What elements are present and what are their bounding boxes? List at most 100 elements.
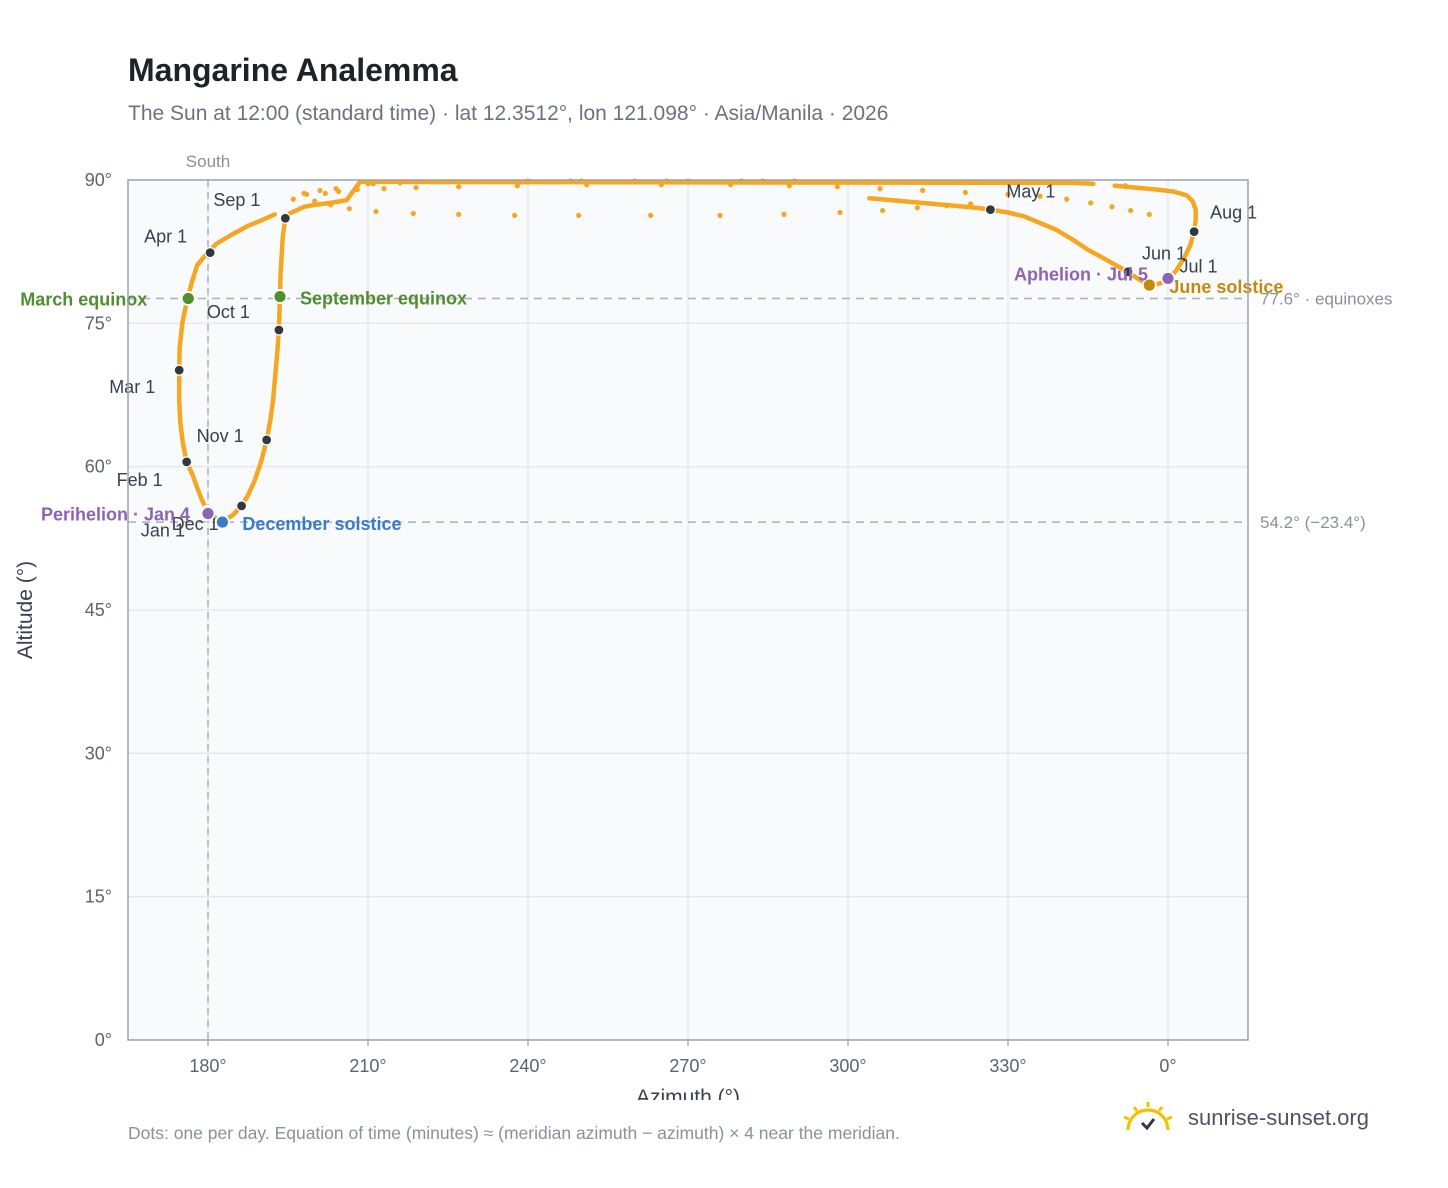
x-tick-label: 210° bbox=[349, 1056, 386, 1076]
footnote: Dots: one per day. Equation of time (min… bbox=[128, 1123, 900, 1143]
month-marker-label: Feb 1 bbox=[117, 470, 163, 490]
event-marker bbox=[1160, 271, 1176, 286]
month-marker-label: Apr 1 bbox=[144, 227, 187, 247]
x-tick-label: 300° bbox=[829, 1056, 866, 1076]
event-label: March equinox bbox=[20, 289, 147, 309]
day-dot bbox=[1109, 204, 1115, 210]
month-marker bbox=[1188, 226, 1200, 238]
day-dot bbox=[837, 209, 843, 216]
day-dot bbox=[365, 181, 371, 187]
y-tick-label: 0° bbox=[95, 1030, 112, 1050]
day-dot bbox=[920, 187, 926, 194]
y-axis-ticks: 0° 15° 30° 45° 60° 75° 90° bbox=[85, 170, 112, 1050]
event-marker bbox=[214, 514, 230, 530]
day-dot bbox=[914, 205, 920, 211]
event-marker bbox=[1141, 277, 1157, 293]
month-marker-label: Oct 1 bbox=[207, 302, 250, 322]
day-dot bbox=[578, 178, 584, 184]
x-axis-title: Azimuth (°) bbox=[636, 1086, 740, 1100]
month-marker bbox=[273, 324, 285, 336]
day-dot bbox=[568, 178, 574, 184]
y-tick-label: 90° bbox=[85, 170, 112, 190]
day-dot bbox=[354, 186, 360, 193]
day-dot bbox=[1037, 193, 1043, 199]
day-dot bbox=[525, 178, 531, 184]
month-marker bbox=[204, 247, 216, 259]
analemma-curve bbox=[176, 178, 1198, 525]
analemma-path bbox=[176, 212, 277, 513]
day-dot bbox=[290, 196, 296, 202]
x-axis-ticks: 180° 210° 240° 270° 300° 330° 0° bbox=[189, 1040, 1177, 1076]
month-marker-label: Jun 1 bbox=[1142, 244, 1186, 264]
day-dot bbox=[514, 183, 520, 189]
day-dot bbox=[760, 178, 766, 184]
day-dot bbox=[381, 186, 387, 192]
chart-subtitle: The Sun at 12:00 (standard time) · lat 1… bbox=[128, 102, 889, 125]
day-dot bbox=[1128, 207, 1134, 214]
x-tick-label: 240° bbox=[509, 1056, 546, 1076]
y-tick-label: 30° bbox=[85, 743, 112, 763]
day-dot bbox=[312, 198, 318, 204]
x-tick-label: 270° bbox=[669, 1056, 706, 1076]
month-marker bbox=[173, 364, 185, 376]
event-label: December solstice bbox=[242, 514, 401, 534]
y-tick-label: 75° bbox=[85, 313, 112, 333]
day-dot bbox=[632, 178, 638, 184]
meridian-label: South bbox=[186, 152, 230, 171]
day-dot bbox=[322, 190, 328, 196]
day-dot bbox=[354, 183, 360, 189]
day-dot bbox=[317, 187, 323, 194]
day-dot bbox=[781, 211, 787, 217]
event-marker bbox=[180, 291, 196, 306]
day-dot bbox=[792, 178, 798, 184]
month-marker bbox=[181, 456, 193, 468]
day-dot bbox=[968, 201, 974, 207]
month-marker-label: Sep 1 bbox=[213, 190, 260, 210]
day-dot bbox=[346, 206, 352, 212]
x-tick-label: 180° bbox=[189, 1056, 226, 1076]
brand[interactable]: sunrise-sunset.org bbox=[1120, 1100, 1369, 1136]
x-tick-label: 0° bbox=[1159, 1056, 1176, 1076]
event-label: September equinox bbox=[300, 289, 467, 309]
reference-line-label: 77.6° · equinoxes bbox=[1260, 289, 1393, 308]
day-dot bbox=[584, 182, 590, 188]
y-axis-title: Altitude (°) bbox=[14, 561, 37, 659]
day-dot bbox=[304, 191, 310, 197]
month-marker-label: Jan 1 bbox=[141, 521, 185, 541]
day-dot bbox=[328, 202, 334, 208]
day-dot bbox=[512, 212, 518, 218]
y-tick-label: 15° bbox=[85, 887, 112, 907]
day-dot bbox=[456, 211, 462, 217]
event-marker bbox=[272, 289, 288, 304]
grid-lines bbox=[128, 179, 1248, 1041]
day-dot bbox=[410, 210, 416, 217]
day-dot bbox=[373, 208, 379, 215]
day-dot bbox=[648, 212, 654, 218]
day-dot bbox=[1048, 180, 1054, 186]
analemma-path bbox=[867, 183, 1198, 288]
day-dot bbox=[1122, 183, 1128, 189]
day-dot bbox=[728, 182, 734, 188]
month-marker-label: Aug 1 bbox=[1210, 203, 1257, 223]
day-dot bbox=[1064, 196, 1070, 202]
chart-title: Mangarine Analemma bbox=[128, 52, 458, 88]
analemma-path bbox=[204, 179, 1096, 525]
day-dot bbox=[944, 203, 950, 209]
brand-name: sunrise-sunset.org bbox=[1188, 1105, 1369, 1130]
day-dot bbox=[658, 182, 664, 188]
day-dot bbox=[834, 184, 840, 190]
month-marker-label: Nov 1 bbox=[197, 426, 244, 446]
day-dot bbox=[336, 188, 342, 195]
analemma-chart: South 77.6° · equinoxes 54.2° (−23.4°) Jan… bbox=[14, 152, 1393, 1100]
day-dot bbox=[880, 207, 886, 214]
day-dot bbox=[413, 185, 419, 191]
day-dot bbox=[576, 212, 582, 218]
month-marker bbox=[984, 204, 997, 216]
day-dot bbox=[1146, 211, 1152, 217]
y-tick-label: 45° bbox=[85, 600, 112, 620]
sun-logo-icon bbox=[1123, 1102, 1173, 1131]
day-dot bbox=[717, 212, 723, 218]
day-dot bbox=[397, 180, 403, 186]
day-dot bbox=[1088, 200, 1094, 206]
